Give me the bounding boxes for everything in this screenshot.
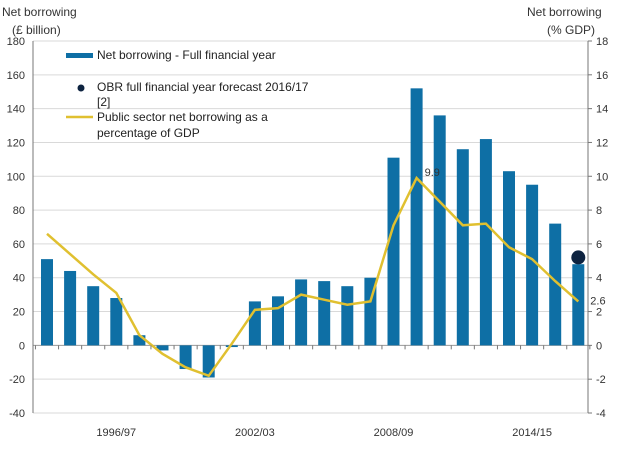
left-axis-label-2: (£ billion) [12,23,61,37]
bar-2006/07 [341,286,354,346]
bar-2008/09 [387,157,400,346]
left-tick-label: 80 [13,205,25,217]
right-tick-label: -4 [596,408,606,420]
x-tick-label: 1996/97 [96,427,136,439]
x-tick-label: 2008/09 [374,427,414,439]
right-tick-label: 10 [596,171,608,183]
bar-2010/11 [433,115,446,346]
legend-bar-label: Net borrowing - Full financial year [97,48,276,62]
legend-line-label-1: Public sector net borrowing as a [97,110,268,124]
right-tick-label: 8 [596,205,602,217]
right-tick-label: 12 [596,137,608,149]
x-tick-label: 2014/15 [512,427,552,439]
forecast-point [571,250,586,265]
right-tick-label: 2 [596,307,602,319]
left-tick-label: -40 [9,408,25,420]
bar-2002/03 [248,301,261,346]
left-tick-label: 120 [7,137,25,149]
bar-2014/15 [526,184,539,346]
right-tick-label: 4 [596,273,602,285]
bar-1998/99 [156,345,169,351]
bar-2013/14 [503,171,515,346]
legend-point-swatch [77,84,85,92]
left-tick-label: 20 [13,307,25,319]
right-tick-label: 14 [596,104,608,116]
right-axis-label-1: Net borrowing [527,5,602,19]
bar-2009/10 [410,88,423,346]
bar-2016/17 [572,264,585,346]
left-tick-label: 160 [7,70,25,82]
bar-2011/12 [456,149,469,346]
right-tick-label: -2 [596,374,606,386]
left-tick-label: 180 [7,36,25,48]
legend-point-label-1: OBR full financial year forecast 2016/17 [97,80,309,94]
right-tick-label: 16 [596,70,608,82]
bar-2003/04 [272,296,284,346]
bar-2012/13 [479,139,492,346]
bar-1996/97 [110,298,123,346]
left-tick-label: 140 [7,104,25,116]
right-tick-label: 18 [596,36,608,48]
data-label: 9.9 [425,167,440,179]
legend-bar-swatch [66,53,93,58]
bar-1997/98 [133,335,146,346]
bar-2005/06 [318,281,331,346]
left-tick-label: 60 [13,239,25,251]
bar-1995/96 [87,286,100,346]
bar-2001/02 [225,345,238,348]
bar-2004/05 [295,279,308,346]
right-tick-label: 0 [596,340,602,352]
bar-1993/94 [41,259,53,346]
data-label: 2.6 [590,295,605,307]
gdp-percentage-line [46,175,580,378]
legend-line-label-2: percentage of GDP [97,126,200,140]
right-axis-label-2: (% GDP) [547,23,595,37]
left-tick-label: 100 [7,171,25,183]
bar-1994/95 [64,270,77,346]
bar-2015/16 [549,223,562,346]
left-axis-label-1: Net borrowing [2,5,77,19]
legend-point-label-2: [2] [97,95,110,109]
x-tick-label: 2002/03 [235,427,275,439]
left-tick-label: -20 [9,374,25,386]
bar-2000/01 [202,345,215,378]
left-tick-label: 40 [13,273,25,285]
right-tick-label: 6 [596,239,602,251]
bar-1999/00 [179,345,192,370]
left-tick-label: 0 [19,340,25,352]
